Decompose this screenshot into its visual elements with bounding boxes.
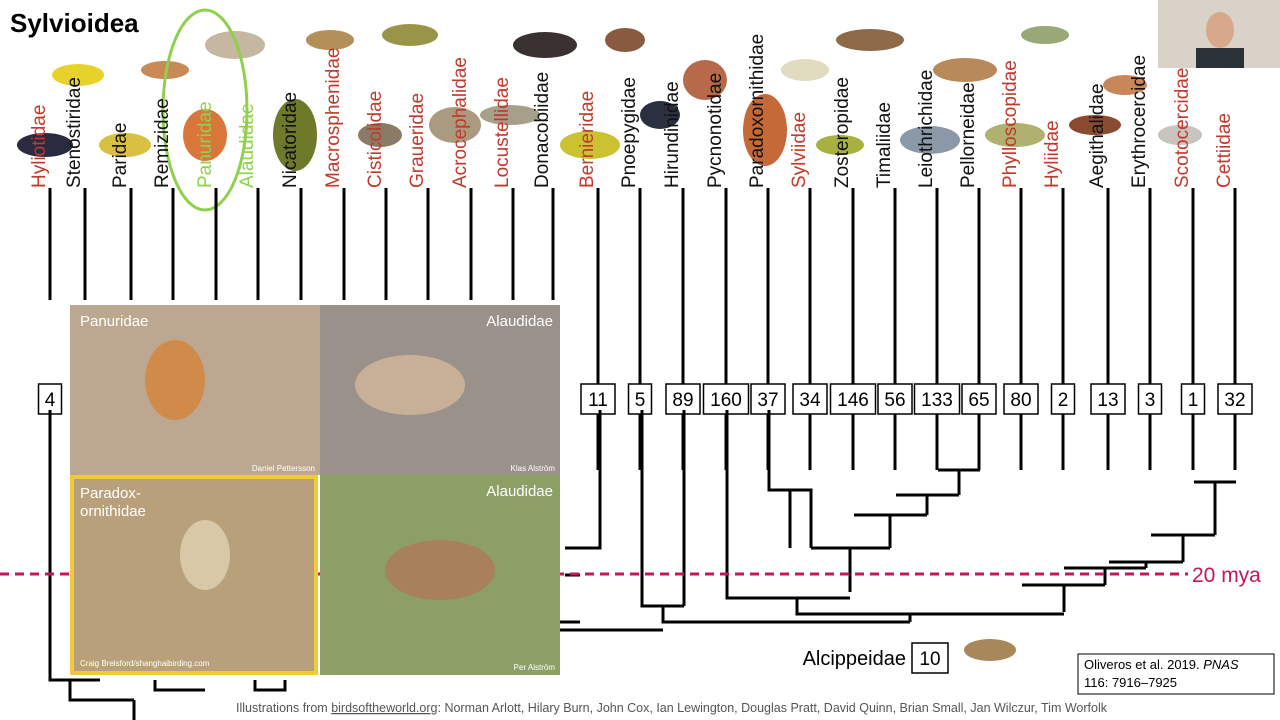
count-box — [792, 383, 828, 415]
credits: Illustrations from birdsoftheworld.org: … — [236, 701, 1108, 715]
family-label: Panuridae — [195, 101, 216, 188]
family-label: Alaudidae — [237, 103, 258, 188]
family-count: 133 — [921, 390, 953, 411]
family-label: Phylloscopidae — [1000, 60, 1021, 188]
title: Sylvioidea — [10, 8, 139, 38]
family-count: 1 — [1188, 390, 1199, 411]
count-box — [1137, 383, 1163, 415]
count-box — [1003, 383, 1039, 415]
family-count: 4 — [45, 390, 56, 411]
family-label: Pycnonotidae — [705, 73, 726, 188]
bird-illustrations — [17, 8, 1202, 212]
family-label: Remizidae — [152, 98, 173, 188]
family-label: Hirundinidae — [662, 81, 683, 188]
time-label: 20 mya — [1192, 564, 1261, 587]
webcam-shirt — [1196, 48, 1244, 68]
family-label: Aegithalidae — [1087, 83, 1108, 188]
family-count: 160 — [710, 390, 742, 411]
citation-authors: Oliveros et al. 2019. — [1084, 657, 1200, 672]
credits-prefix: Illustrations from — [236, 701, 328, 715]
photo-credit: Klas Alström — [511, 464, 556, 473]
family-count: 146 — [837, 390, 869, 411]
photo-credit: Craig Brelsford/shanghaibirding.com — [80, 659, 210, 668]
photo-label-line: ornithidae — [80, 503, 146, 520]
family-count: 2 — [1058, 390, 1069, 411]
tree — [48, 188, 1237, 470]
count-box — [580, 383, 616, 415]
family-label: Nicatoridae — [280, 92, 301, 188]
family-count: 34 — [799, 390, 821, 411]
count-box — [1090, 383, 1126, 415]
photo-credit: Daniel Pettersson — [252, 464, 315, 473]
family-label: Macrosphenidae — [323, 48, 344, 188]
photo-credit: Per Alström — [514, 663, 556, 672]
family-label: Pellorneidae — [958, 82, 979, 188]
outgroup-name: Alcippeidae — [803, 648, 906, 670]
family-label: Stenostiridae — [64, 77, 85, 188]
family-count: 3 — [1145, 390, 1156, 411]
family-count: 89 — [672, 390, 693, 411]
tree-branches — [48, 410, 1236, 720]
count-box — [627, 383, 653, 415]
count-box — [702, 383, 750, 415]
family-count: 56 — [884, 390, 905, 411]
count-box — [829, 383, 877, 415]
bird-illustration — [964, 639, 1016, 661]
count-box — [877, 383, 913, 415]
count-box — [1217, 383, 1253, 415]
family-count: 80 — [1010, 390, 1031, 411]
count-box — [665, 383, 701, 415]
count-box — [1050, 383, 1076, 415]
family-label: Leiothrichidae — [916, 70, 937, 188]
outgroup-count: 10 — [919, 649, 940, 670]
family-count: 65 — [968, 390, 989, 411]
family-label: Sylviidae — [789, 112, 810, 188]
photo-label: Alaudidae — [486, 483, 553, 500]
family-label: Paridae — [110, 123, 131, 189]
citation-journal: PNAS — [1203, 657, 1239, 672]
family-count: 11 — [588, 390, 608, 411]
photo-panels: Panuridae Alaudidae Paradox-ornithidae A… — [70, 305, 560, 675]
family-label: Cisticolidae — [365, 91, 386, 188]
family-label: Paradoxornithidae — [747, 34, 768, 188]
family-count: 32 — [1224, 390, 1245, 411]
photo-label: Panuridae — [80, 313, 148, 330]
family-label: Graueridae — [407, 93, 428, 188]
family-label: Pnoepygidae — [619, 77, 640, 188]
photo-label: Alaudidae — [486, 313, 553, 330]
family-label: Hyliidae — [1042, 120, 1063, 188]
credits-link: birdsoftheworld.org — [331, 701, 437, 715]
family-count: 37 — [757, 390, 778, 411]
citation-ref: 116: 7916–7925 — [1084, 675, 1177, 690]
count-box — [1180, 383, 1206, 415]
family-label: Acrocephalidae — [450, 57, 471, 188]
family-label: Donacobiidae — [532, 72, 553, 188]
family-label: Hyliotidae — [29, 105, 50, 188]
photo-label-line: Paradox- — [80, 485, 141, 502]
count-box — [961, 383, 997, 415]
webcam-face — [1206, 12, 1234, 48]
count-box — [911, 642, 949, 674]
family-count: 13 — [1097, 390, 1118, 411]
family-label: Erythrocercidae — [1129, 55, 1150, 188]
family-label: Locustellidae — [492, 77, 513, 188]
family-label: Scotocercidae — [1172, 68, 1193, 188]
photo-label: Paradox-ornithidae — [80, 485, 146, 520]
family-label: Timaliidae — [874, 102, 895, 188]
family-label: Cettiidae — [1214, 113, 1235, 188]
citation-box — [1077, 653, 1275, 695]
credits-names: : Norman Arlott, Hilary Burn, John Cox, … — [438, 701, 1108, 715]
family-count: 5 — [635, 390, 646, 411]
citation: Oliveros et al. 2019. PNAS — [1084, 657, 1239, 672]
count-box — [913, 383, 961, 415]
family-label: Bernieridae — [577, 91, 598, 188]
family-label: Zosteropidae — [832, 77, 853, 188]
